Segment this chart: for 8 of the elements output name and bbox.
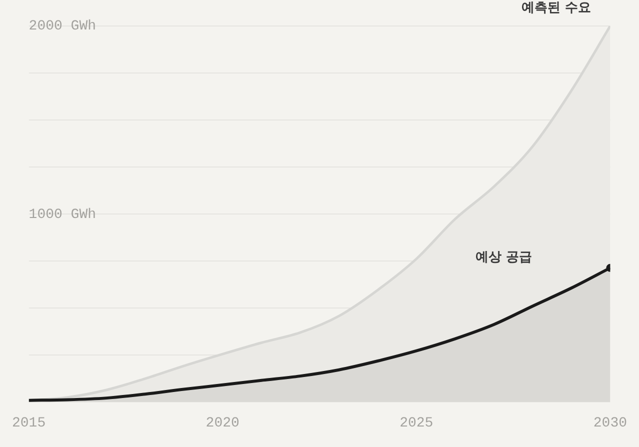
x-tick-label: 2015: [12, 415, 46, 432]
series-label: 예측된 수요: [521, 0, 591, 16]
x-tick-label: 2020: [206, 415, 240, 432]
x-tick-label: 2030: [593, 415, 627, 432]
y-tick-label: 2000 GWh: [28, 18, 96, 35]
text: 예상 공급: [476, 250, 532, 265]
x-tick-label: 2025: [400, 415, 434, 432]
y-tick-label: 1000 GWh: [28, 206, 96, 223]
